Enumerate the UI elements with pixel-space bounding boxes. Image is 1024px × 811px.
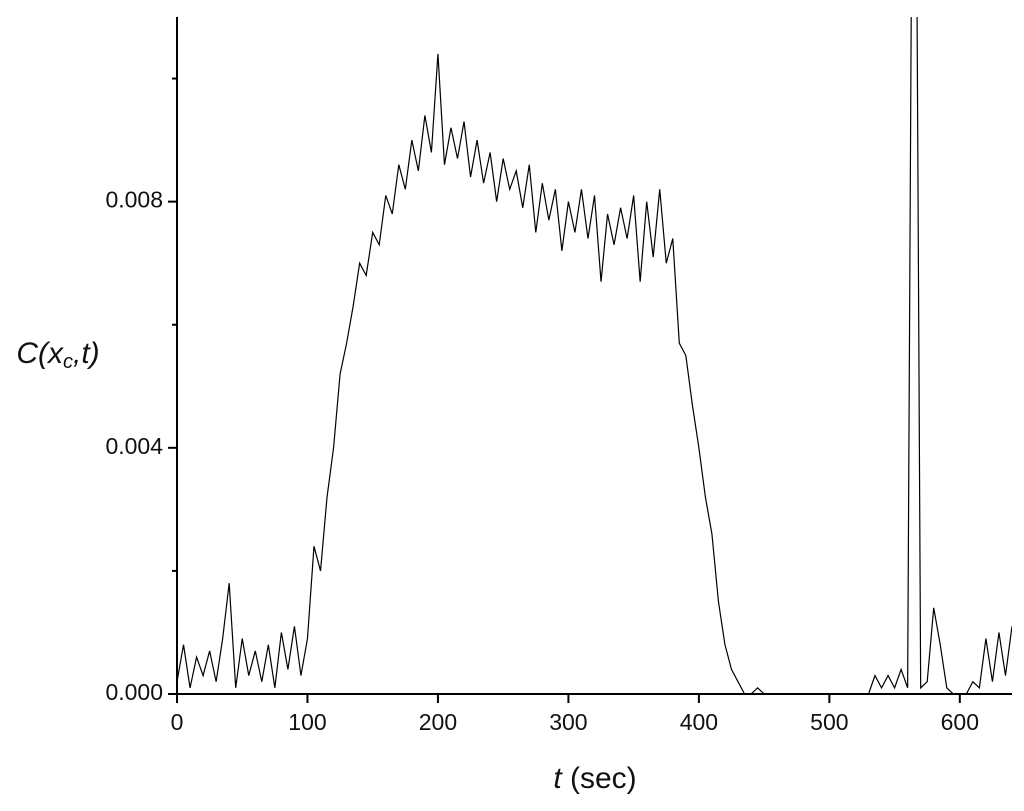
y-tick-label: 0.000 <box>105 679 163 705</box>
x-label-var: t <box>553 762 563 795</box>
y-label-sub: c <box>63 351 73 373</box>
x-tick-label: 100 <box>288 709 326 735</box>
y-label-end: ,t) <box>73 337 100 370</box>
y-label-main: C(x <box>16 337 64 370</box>
y-tick-label: 0.004 <box>105 433 163 459</box>
x-tick-label: 200 <box>419 709 457 735</box>
x-tick-label: 500 <box>810 709 848 735</box>
x-tick-label: 600 <box>941 709 979 735</box>
y-tick-label: 0.008 <box>105 187 163 213</box>
y-axis-label: C(xc,t) <box>16 337 99 373</box>
x-tick-label: 400 <box>680 709 718 735</box>
x-tick-label: 0 <box>171 709 184 735</box>
x-tick-label: 300 <box>549 709 587 735</box>
x-axis-label: t (sec) <box>553 762 636 795</box>
x-label-unit: (sec) <box>570 762 637 795</box>
data-line <box>177 17 1012 695</box>
